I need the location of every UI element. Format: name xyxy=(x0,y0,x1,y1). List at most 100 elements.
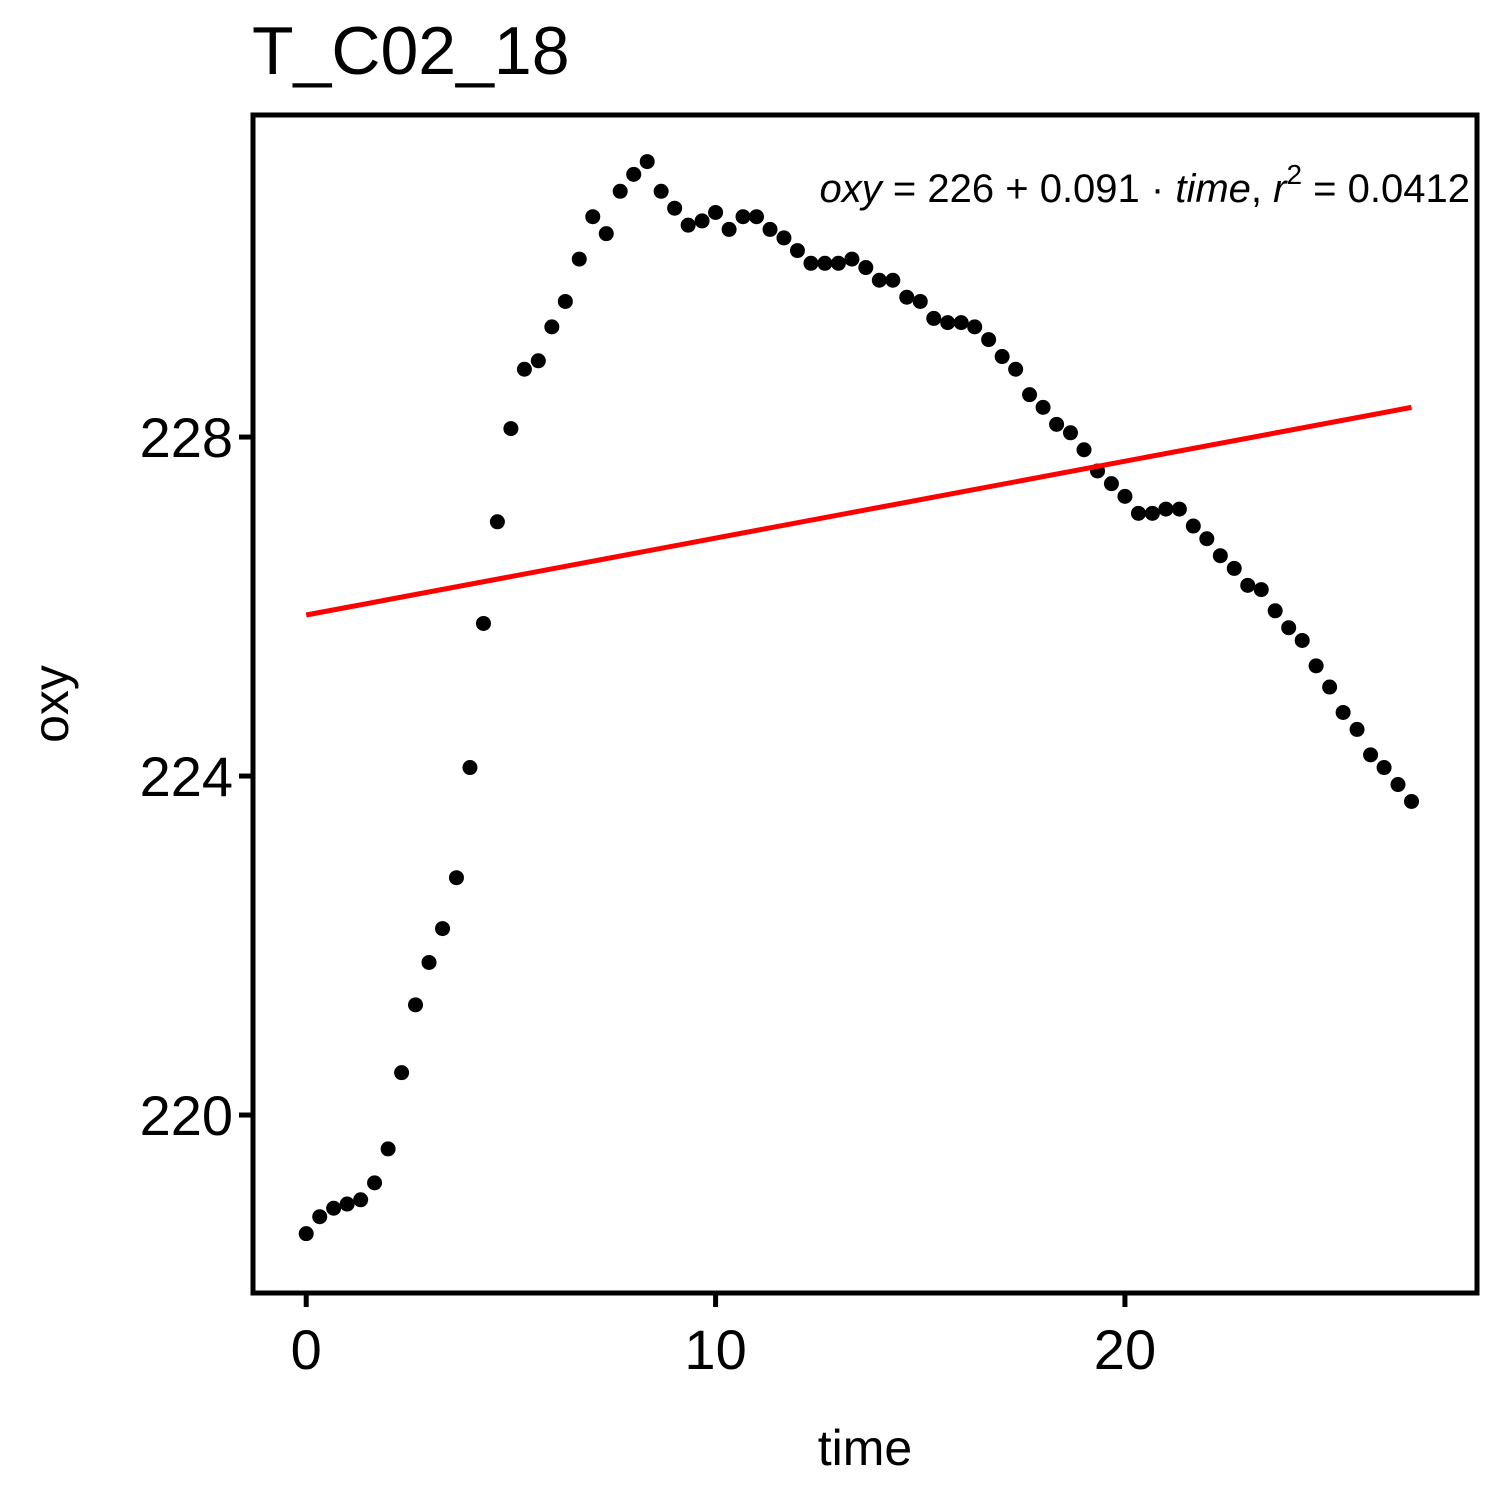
data-point xyxy=(1158,501,1174,517)
data-point xyxy=(708,204,724,220)
y-tick-label: 228 xyxy=(140,406,233,469)
data-point xyxy=(326,1200,342,1216)
data-point xyxy=(1063,425,1079,441)
data-point xyxy=(448,870,464,886)
data-point xyxy=(680,217,696,233)
equation-lhs: oxy xyxy=(820,167,885,211)
r-squared-symbol: r xyxy=(1273,167,1288,211)
data-point xyxy=(1390,777,1406,793)
data-point xyxy=(844,251,860,267)
data-point xyxy=(475,615,491,631)
data-point xyxy=(462,760,478,776)
data-point xyxy=(1117,488,1133,504)
r-squared-value: = 0.0412 xyxy=(1302,167,1470,211)
data-point xyxy=(394,1065,410,1081)
x-tick-label: 20 xyxy=(1094,1318,1156,1381)
r-squared-exponent: 2 xyxy=(1286,159,1302,190)
data-point xyxy=(1308,658,1324,674)
data-point xyxy=(667,200,683,216)
y-axis: 220 224 228 xyxy=(140,406,253,1147)
equation-separator: , xyxy=(1251,167,1273,211)
data-point xyxy=(1144,505,1160,521)
data-point xyxy=(1376,760,1392,776)
y-tick-label: 220 xyxy=(140,1084,233,1147)
data-point xyxy=(721,221,737,237)
data-point xyxy=(653,183,669,199)
data-point xyxy=(1335,704,1351,720)
data-point xyxy=(1008,361,1024,377)
data-point xyxy=(312,1209,328,1225)
data-point xyxy=(762,221,778,237)
data-point xyxy=(694,213,710,229)
data-point xyxy=(953,315,969,331)
data-point xyxy=(435,921,451,937)
data-point xyxy=(298,1226,314,1242)
data-point xyxy=(571,251,587,267)
data-point xyxy=(1049,416,1065,432)
data-point xyxy=(1035,399,1051,415)
data-point xyxy=(1226,560,1242,576)
data-point xyxy=(544,319,560,335)
data-point xyxy=(367,1175,383,1191)
data-points xyxy=(298,154,1420,1242)
data-point xyxy=(626,166,642,182)
data-point xyxy=(789,243,805,259)
chart-title: T_C02_18 xyxy=(252,13,570,89)
data-point xyxy=(1212,548,1228,564)
data-point xyxy=(421,954,437,970)
data-point xyxy=(1022,387,1038,403)
data-point xyxy=(1294,632,1310,648)
x-axis-label: time xyxy=(818,1420,912,1476)
data-point xyxy=(817,255,833,271)
data-point xyxy=(598,226,614,242)
data-point xyxy=(1322,679,1338,695)
x-axis: 0 10 20 xyxy=(291,1293,1156,1381)
data-point xyxy=(1349,721,1365,737)
data-point xyxy=(749,209,765,225)
data-point xyxy=(735,209,751,225)
data-point xyxy=(380,1141,396,1157)
data-point xyxy=(803,255,819,271)
data-point xyxy=(1103,476,1119,492)
data-point xyxy=(1240,577,1256,593)
data-point xyxy=(408,997,424,1013)
data-point xyxy=(1199,531,1215,547)
data-point xyxy=(585,209,601,225)
data-point xyxy=(612,183,628,199)
data-point xyxy=(830,255,846,271)
y-axis-label: oxy xyxy=(23,665,79,743)
y-tick-label: 224 xyxy=(140,745,233,808)
equation-coefficients: = 226 + 0.091 · xyxy=(882,167,1176,211)
data-point xyxy=(1171,501,1187,517)
data-point xyxy=(557,293,573,309)
equation-variable: time xyxy=(1175,167,1251,211)
data-point xyxy=(1404,793,1420,809)
plot-panel xyxy=(253,115,1477,1293)
data-point xyxy=(1363,747,1379,763)
data-point xyxy=(858,260,874,276)
data-point xyxy=(926,310,942,326)
data-point xyxy=(1267,603,1283,619)
plot-border xyxy=(250,112,1480,1296)
regression-equation: oxy = 226 + 0.091 · time, r2 = 0.0412 xyxy=(820,159,1470,211)
data-point xyxy=(871,272,887,288)
data-point xyxy=(530,353,546,369)
data-point xyxy=(994,349,1010,365)
data-point xyxy=(639,154,655,170)
data-point xyxy=(967,319,983,335)
data-point xyxy=(339,1196,355,1212)
data-point xyxy=(912,293,928,309)
data-point xyxy=(516,361,532,377)
data-point xyxy=(899,289,915,305)
data-point xyxy=(503,421,519,437)
data-point xyxy=(1253,582,1269,598)
data-point xyxy=(353,1192,369,1208)
data-point xyxy=(1130,505,1146,521)
data-point xyxy=(940,315,956,331)
data-point xyxy=(1185,518,1201,534)
data-point xyxy=(1076,442,1092,458)
data-point xyxy=(885,272,901,288)
x-tick-label: 10 xyxy=(684,1318,746,1381)
data-point xyxy=(489,514,505,530)
